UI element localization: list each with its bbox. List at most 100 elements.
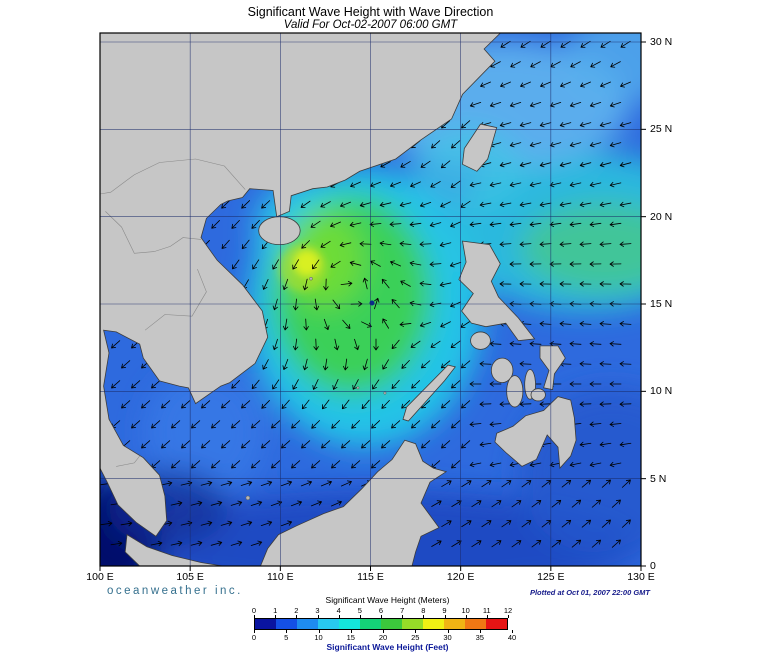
meters-tick: 5 — [357, 606, 362, 615]
wave-direction-arrows — [100, 40, 632, 548]
feet-tick-mark — [286, 630, 288, 633]
meters-tick: 8 — [421, 606, 426, 615]
landmasses — [100, 33, 577, 566]
meters-tick-mark — [486, 615, 488, 618]
y-tick-label: 5 N — [650, 472, 667, 485]
meters-tick-mark — [508, 615, 509, 618]
feet-tick-mark — [318, 630, 320, 633]
x-tick-label: 100 E — [86, 571, 114, 583]
figure-valid-time: Valid For Oct-02-2007 06:00 GMT — [283, 19, 458, 31]
colorbar-legend: Significant Wave Height (Meters) Signifi… — [0, 595, 775, 665]
feet-tick: 10 — [314, 633, 323, 642]
feet-tick-mark — [415, 630, 417, 633]
meters-tick: 10 — [461, 606, 470, 615]
land-luzon — [458, 240, 536, 342]
meters-tick-mark — [275, 615, 277, 618]
x-tick-label: 130 E — [627, 571, 655, 583]
country-border — [105, 211, 202, 254]
feet-tick: 20 — [378, 633, 388, 642]
land-taiwan — [462, 123, 498, 172]
x-tick-label: 110 E — [266, 571, 294, 583]
feet-tick-mark — [383, 630, 385, 633]
feet-tick: 25 — [411, 633, 420, 642]
colorbar-segment — [381, 619, 402, 629]
feet-tick-mark — [479, 630, 481, 633]
land-mainland — [100, 33, 501, 537]
x-tick-label: 120 E — [446, 571, 475, 583]
y-tick-label: 0 — [650, 560, 656, 572]
y-tick-label: 30 N — [650, 36, 673, 48]
meters-tick: 3 — [315, 606, 320, 615]
colorbar-segment — [255, 619, 276, 629]
land-hainan — [258, 216, 301, 246]
feet-tick: 5 — [284, 633, 289, 642]
oceanweather-logo-text: oceanweather inc. — [107, 585, 243, 597]
x-tick-label: 125 E — [537, 571, 565, 583]
land-borneo — [260, 439, 448, 566]
feet-tick-mark — [512, 630, 514, 633]
wave-height-map — [99, 32, 646, 571]
meters-tick-mark — [254, 615, 255, 618]
colorbar-segment — [423, 619, 444, 629]
meters-tick-mark — [338, 615, 340, 618]
meters-tick: 0 — [251, 606, 257, 615]
x-tick-label: 105 E — [176, 571, 204, 583]
land-panay — [490, 357, 514, 384]
land-sumatra — [124, 533, 223, 566]
colorbar-segment — [486, 619, 507, 629]
y-tick-label: 15 N — [650, 298, 673, 310]
land-bohol — [530, 388, 546, 402]
colorbar-segment — [339, 619, 360, 629]
meters-tick: 7 — [400, 606, 405, 615]
wave-height-maximum — [279, 244, 327, 292]
feet-label: Significant Wave Height (Feet) — [326, 642, 449, 652]
colorbar — [254, 618, 508, 630]
feet-tick: 15 — [346, 633, 355, 642]
land-mindanao — [494, 396, 577, 470]
colorbar-segment — [297, 619, 318, 629]
meters-tick-mark — [465, 615, 467, 618]
meters-tick: 2 — [294, 606, 299, 615]
colorbar-segment — [465, 619, 486, 629]
y-tick-label: 20 N — [650, 210, 673, 223]
meters-tick-mark — [359, 615, 361, 618]
colorbar-segment — [360, 619, 381, 629]
y-tick-label: 25 N — [650, 123, 673, 136]
country-border — [116, 455, 140, 467]
country-border — [100, 158, 246, 195]
land-samar — [539, 345, 566, 391]
meters-tick-mark — [444, 615, 446, 618]
country-border — [144, 268, 207, 331]
feet-tick-mark — [350, 630, 352, 633]
colorbar-segment — [444, 619, 465, 629]
meters-tick-mark — [381, 615, 382, 618]
land-palawan — [402, 364, 456, 422]
colorbar-segment — [276, 619, 297, 629]
x-tick-label: 115 E — [357, 571, 384, 583]
feet-tick: 35 — [475, 633, 484, 642]
meters-tick-mark — [317, 615, 319, 618]
meters-tick-mark — [296, 615, 298, 618]
feet-tick-mark — [254, 630, 255, 633]
feet-tick: 0 — [251, 633, 257, 642]
meters-tick: 12 — [503, 606, 513, 615]
map-area — [100, 33, 641, 566]
colorbar-segment — [402, 619, 423, 629]
meters-label: Significant Wave Height (Meters) — [325, 595, 450, 605]
feet-tick: 30 — [443, 633, 452, 642]
meters-tick: 4 — [336, 606, 341, 615]
y-tick-label: 10 N — [650, 385, 673, 398]
land-mindoro — [470, 331, 491, 350]
meters-tick: 9 — [442, 606, 447, 615]
graticule — [100, 33, 641, 566]
meters-tick: 6 — [378, 606, 384, 615]
meters-tick: 1 — [273, 606, 278, 615]
feet-tick: 40 — [507, 633, 517, 642]
meters-tick-mark — [402, 615, 404, 618]
colorbar-segment — [318, 619, 339, 629]
meters-tick: 11 — [482, 606, 491, 615]
feet-tick-mark — [447, 630, 449, 633]
figure-title: Significant Wave Height with Wave Direct… — [247, 5, 494, 19]
plotted-timestamp: Plotted at Oct 01, 2007 22:00 GMT — [529, 588, 650, 597]
